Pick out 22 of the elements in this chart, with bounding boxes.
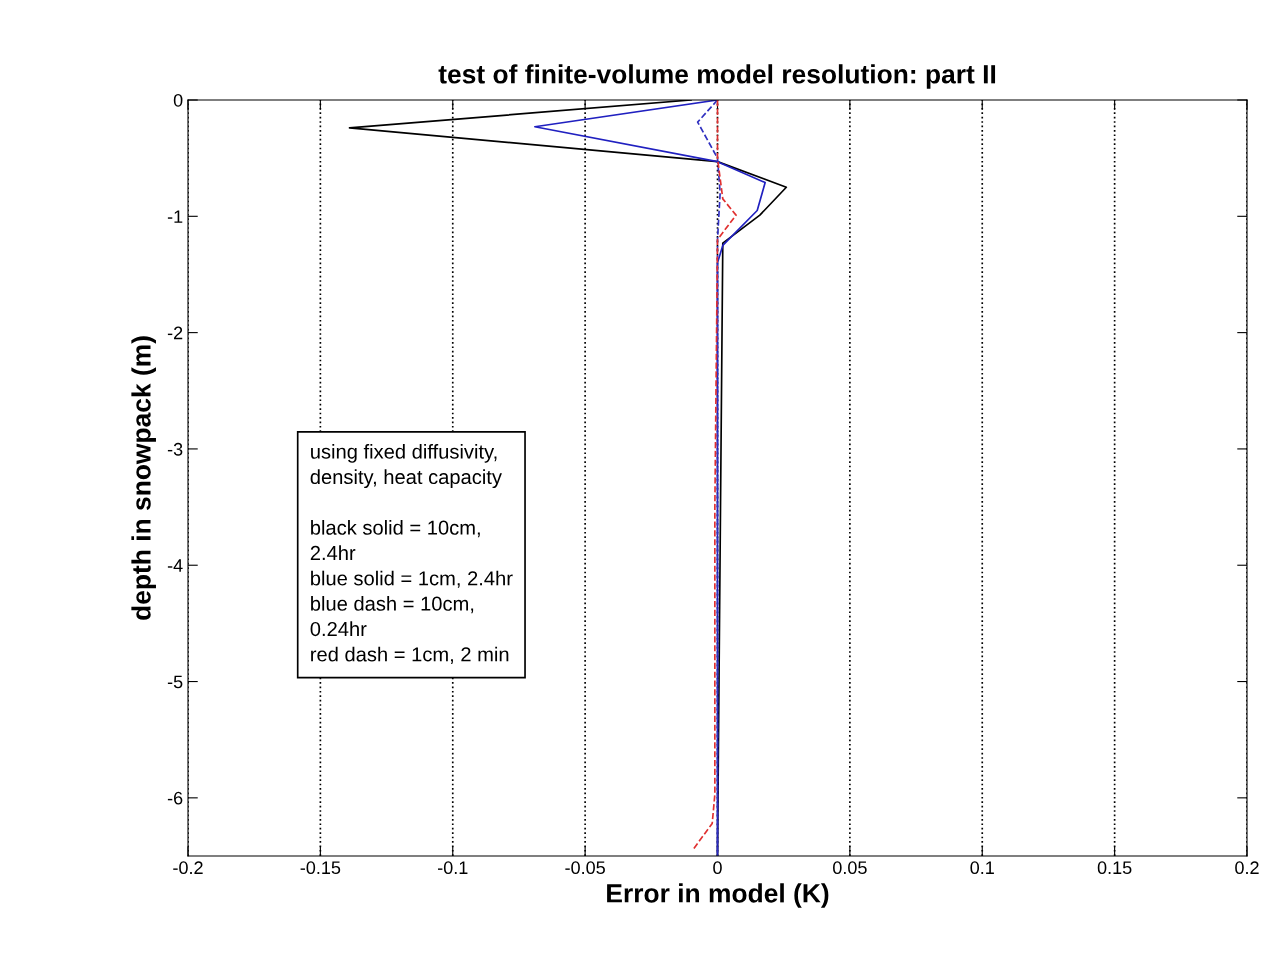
y-tick-label: -4 [167,559,183,572]
y-tick-label: -2 [167,326,183,340]
x-tick-label: 0 [713,861,722,875]
line-series [691,100,737,852]
x-tick-label: -0.05 [565,861,605,875]
text: using fixed diffusivity, density, heat capacity black solid = 10cm, 2.4hr blue solid = 1cm, 2.4hr blue dash = 10cm, 0.24hr red dash = 1cm, 2 min [310,443,513,664]
y-tick-label: -1 [167,210,183,223]
chart-title: test of finite-volume model resolution: part II [438,64,996,89]
x-tick-label: -0.15 [300,861,341,875]
x-tick-label: 0.15 [1097,861,1132,875]
y-axis-title: depth in snowpack (m) [131,336,156,620]
x-tick-label: 0.1 [970,861,994,875]
x-axis-title: Error in model (K) [607,883,829,908]
x-tick-label: 0.05 [833,861,867,875]
x-tick-label: -0.1 [438,861,468,875]
x-tick-label: 0.2 [1235,861,1259,875]
y-tick-label: -5 [167,675,183,689]
y-tick-label: 0 [173,93,183,107]
x-tick-label: -0.2 [173,861,203,875]
y-tick-label: -6 [167,791,183,805]
line-series [696,100,721,856]
y-tick-label: -3 [167,442,183,456]
